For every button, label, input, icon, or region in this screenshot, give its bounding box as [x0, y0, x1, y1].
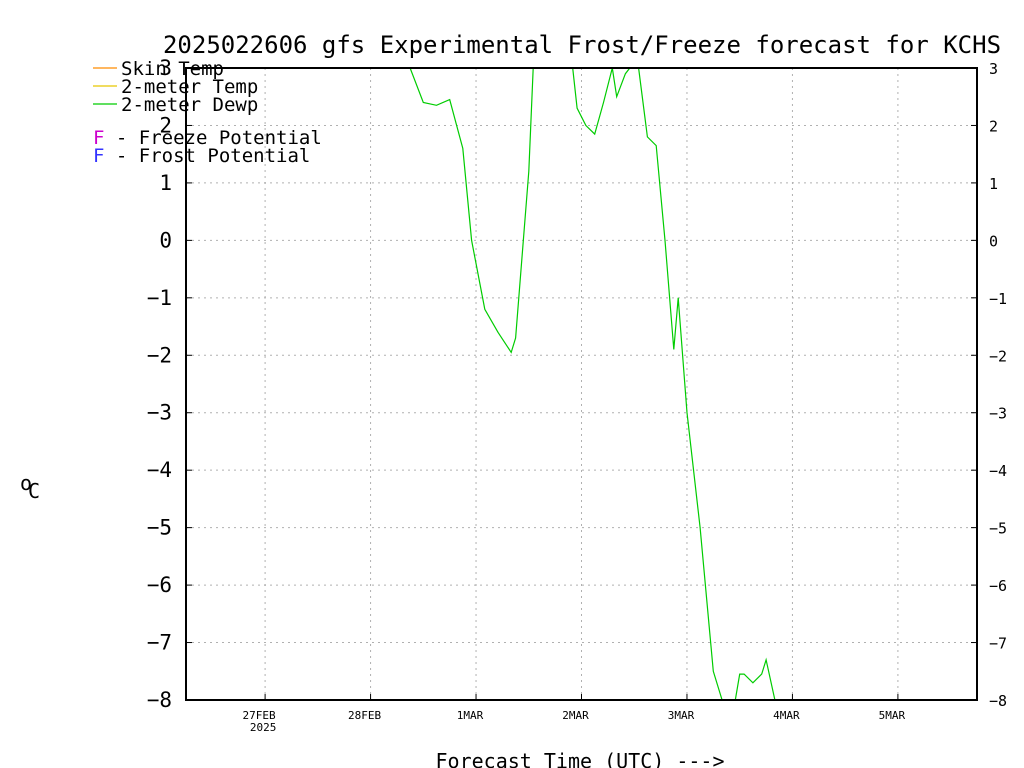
potential-symbol: F — [93, 127, 104, 149]
potential-label: - Frost Potential — [104, 145, 310, 167]
x-tick-label: 1MAR — [457, 709, 484, 722]
chart-title: 2025022606 gfs Experimental Frost/Freeze… — [163, 31, 1001, 59]
y-tick-label: −6 — [147, 573, 172, 597]
y-tick-label-right: −1 — [989, 290, 1007, 308]
legend-potential: F - Frost Potential — [93, 145, 310, 167]
y-tick-label-right: 3 — [989, 60, 998, 78]
y-tick-label: −1 — [147, 286, 172, 310]
x-tick-label: 3MAR — [668, 709, 695, 722]
y-tick-label: −3 — [147, 401, 172, 425]
series-line-dewpoint — [409, 68, 776, 700]
y-tick-label-right: −7 — [989, 635, 1007, 653]
y-axis-unit: C — [28, 479, 40, 503]
y-tick-label: −8 — [147, 688, 172, 712]
y-tick-label-right: −3 — [989, 405, 1007, 423]
x-tick-sublabel: 2025 — [250, 721, 277, 734]
legend-label: Skin Temp — [121, 58, 224, 80]
legend-label: 2-meter Dewp — [121, 94, 258, 116]
x-axis-label: Forecast Time (UTC) ---> — [436, 749, 725, 768]
y-tick-label-right: 0 — [989, 232, 998, 250]
y-tick-label: 1 — [159, 171, 172, 195]
y-tick-label: −5 — [147, 516, 172, 540]
y-tick-label-right: −4 — [989, 462, 1007, 480]
y-tick-label: 2 — [159, 113, 172, 137]
potential-symbol: F — [93, 145, 104, 167]
y-tick-label: 3 — [159, 56, 172, 80]
x-tick-label: 5MAR — [879, 709, 906, 722]
legend-potential: F - Freeze Potential — [93, 127, 322, 149]
y-tick-labels-left: 3 2 1 0 −1 −2 −3 −4 −5 −6 −7 −8 — [147, 56, 172, 712]
y-tick-label: −2 — [147, 343, 172, 367]
legend-label: 2-meter Temp — [121, 76, 258, 98]
y-tick-label-right: 1 — [989, 175, 998, 193]
y-tick-label: 0 — [159, 228, 172, 252]
y-tick-label-right: 2 — [989, 117, 998, 135]
x-tick-label: 28FEB — [348, 709, 381, 722]
y-axis-label: o C — [20, 471, 40, 503]
y-tick-label: −7 — [147, 631, 172, 655]
y-tick-label-right: −2 — [989, 347, 1007, 365]
x-tick-label: 2MAR — [562, 709, 589, 722]
y-tick-label: −4 — [147, 458, 172, 482]
plot-frame — [185, 67, 978, 701]
y-tick-label-right: −8 — [989, 692, 1007, 710]
x-tick-label: 27FEB — [243, 709, 276, 722]
x-tick-label: 4MAR — [773, 709, 800, 722]
y-tick-labels-right: 3 2 1 0 −1 −2 −3 −4 −5 −6 −7 −8 — [989, 60, 1007, 710]
y-tick-label-right: −6 — [989, 577, 1007, 595]
y-tick-label-right: −5 — [989, 520, 1007, 538]
chart-series — [409, 68, 776, 700]
y-axis-degree: o — [20, 471, 32, 495]
potential-label: - Freeze Potential — [104, 127, 321, 149]
